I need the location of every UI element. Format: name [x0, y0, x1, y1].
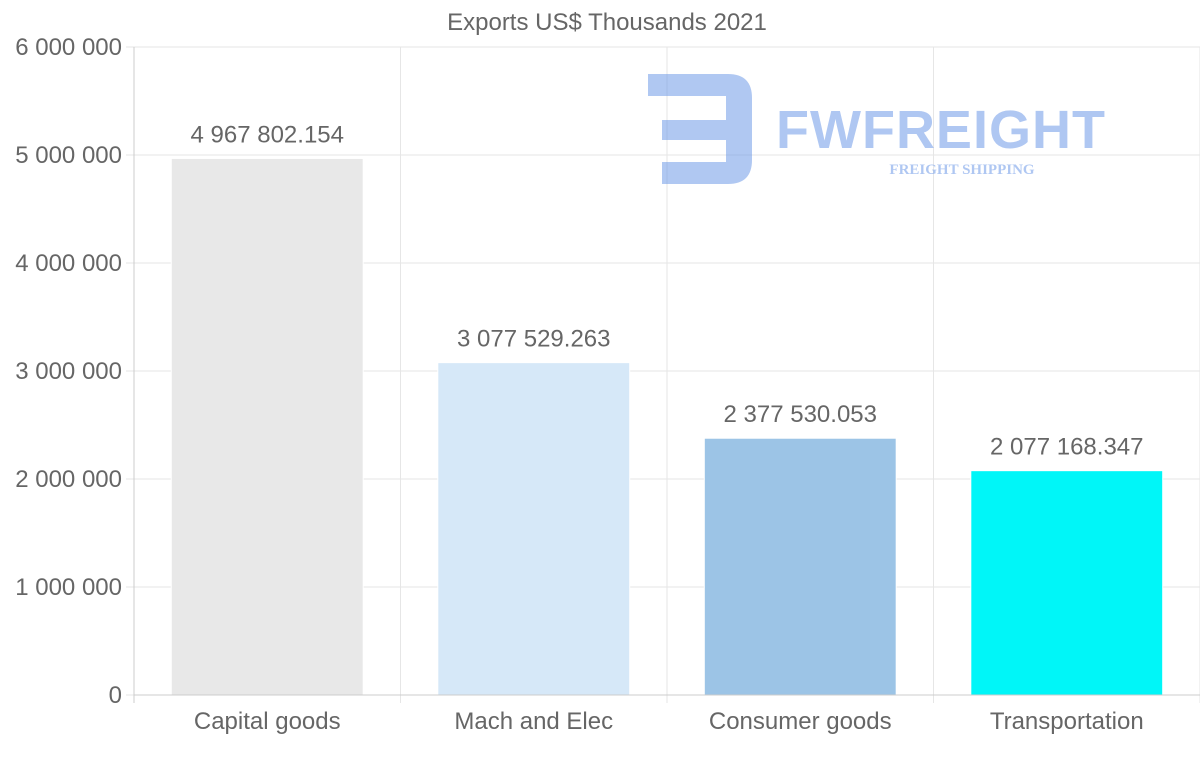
y-tick-label: 4 000 000	[15, 250, 122, 277]
bar-value-label: 3 077 529.263	[457, 326, 610, 353]
watermark-tagline: FREIGHT SHIPPING	[889, 162, 1034, 178]
x-tick-label: Consumer goods	[709, 708, 892, 735]
bar-mach-and-elec[interactable]	[437, 362, 631, 696]
y-tick-label: 6 000 000	[15, 34, 122, 61]
bar-consumer-goods[interactable]	[703, 437, 897, 696]
x-tick-label: Capital goods	[194, 708, 341, 735]
bars: 4 967 802.154 3 077 529.263 2 377 530.053 2…	[170, 121, 1164, 696]
axes: 0 1 000 000 2 000 000 3 000 000 4 000 000 5 0…	[15, 34, 1200, 735]
y-tick-label: 1 000 000	[15, 574, 122, 601]
watermark-brand: FWFREIGHT	[776, 100, 1106, 160]
bar-value-label: 2 077 168.347	[990, 434, 1143, 461]
x-tick-label: Mach and Elec	[454, 708, 613, 735]
fwfreight-logo-icon	[648, 74, 752, 184]
bar-value-label: 4 967 802.154	[191, 121, 344, 148]
y-tick-label: 3 000 000	[15, 358, 122, 385]
bar-value-label: 2 377 530.053	[724, 401, 877, 428]
y-tick-label: 0	[109, 682, 122, 709]
watermark-logo: FWFREIGHT FREIGHT SHIPPING	[648, 74, 1106, 184]
y-tick-label: 5 000 000	[15, 142, 122, 169]
chart-title: Exports US$ Thousands 2021	[447, 9, 767, 36]
bar-capital-goods[interactable]	[170, 157, 364, 696]
bar-transportation[interactable]	[970, 470, 1164, 696]
x-tick-label: Transportation	[990, 708, 1144, 735]
y-tick-label: 2 000 000	[15, 466, 122, 493]
